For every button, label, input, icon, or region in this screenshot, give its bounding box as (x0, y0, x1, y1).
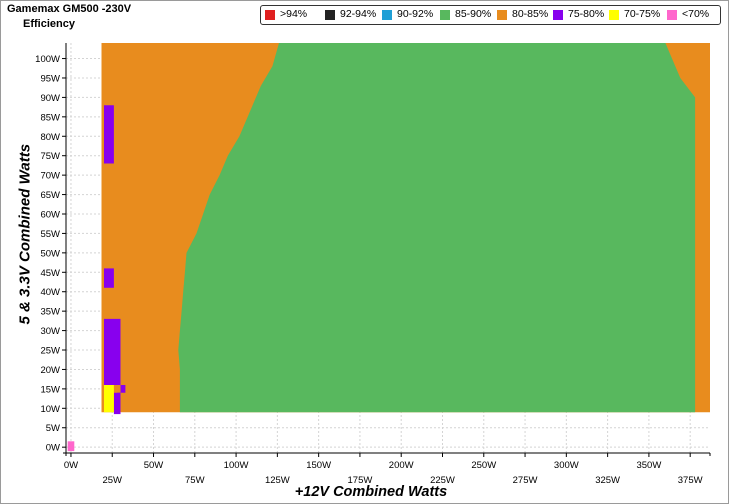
region-75-80-4 (104, 318, 126, 405)
x-tick-label: 50W (144, 460, 164, 471)
legend-label: 92-94% (340, 8, 377, 20)
y-tick-label: 25W (40, 346, 60, 357)
y-tick-label: 85W (40, 112, 60, 123)
y-tick-label: 55W (40, 229, 60, 240)
y-tick-label: 5W (46, 423, 60, 434)
legend-swatch (440, 10, 450, 20)
region-70-7 (67, 441, 75, 452)
y-tick-label: 95W (40, 73, 60, 84)
x-tick-label: 0W (64, 460, 78, 471)
x-tick-label: 225W (430, 475, 455, 486)
x-axis-label: +12V Combined Watts (294, 484, 448, 500)
y-tick-label: 65W (40, 190, 60, 201)
y-tick-labels: 0W 5W 10W 15W 20W 25W 30W 35W 40W 45W 50W 55W 60W 65W… (35, 54, 60, 454)
x-tick-label: 275W (513, 475, 538, 486)
y-tick-label: 10W (40, 404, 60, 415)
y-tick-label: 75W (40, 151, 60, 162)
region-layer (67, 43, 710, 452)
legend-swatch (382, 10, 392, 20)
chart-subtitle: Efficiency (23, 18, 75, 30)
y-tick-label: 15W (40, 384, 60, 395)
chart-title: Gamemax GM500 -230V (7, 3, 132, 15)
y-tick-label: 70W (40, 171, 60, 182)
legend-swatch (609, 10, 619, 20)
legend-label: >94% (280, 8, 308, 20)
legend-label: <70% (682, 8, 710, 20)
x-tick-label: 350W (636, 460, 661, 471)
x-tick-label: 100W (224, 460, 249, 471)
x-tick-labels: 0W 25W 50W 75W 100W 125W 150W 175W 200W 225W 250W 2… (64, 460, 703, 486)
x-tick-label: 375W (678, 475, 703, 486)
y-tick-label: 80W (40, 132, 60, 143)
y-tick-label: 100W (35, 54, 60, 65)
legend-label: 85-90% (455, 8, 492, 20)
legend-label: 80-85% (512, 8, 549, 20)
x-tick-label: 75W (185, 475, 205, 486)
x-tick-label: 200W (389, 460, 414, 471)
y-tick-label: 90W (40, 93, 60, 104)
region-75-80-2 (104, 105, 114, 164)
y-tick-label: 45W (40, 268, 60, 279)
legend-swatch (325, 10, 335, 20)
region-75-80-3 (104, 268, 114, 288)
legend-swatch (497, 10, 507, 20)
x-tick-label: 300W (554, 460, 579, 471)
y-tick-label: 40W (40, 287, 60, 298)
y-tick-label: 50W (40, 248, 60, 259)
legend-label: 70-75% (624, 8, 661, 20)
legend-swatch (667, 10, 677, 20)
legend-label: 90-92% (397, 8, 434, 20)
y-axis-label: 5 & 3.3V Combined Watts (16, 143, 34, 325)
y-tick-label: 60W (40, 209, 60, 220)
legend-swatch (553, 10, 563, 20)
x-tick-label: 175W (348, 475, 373, 486)
region-70-75-6 (104, 385, 114, 413)
y-tick-label: 30W (40, 326, 60, 337)
y-tick-label: 0W (46, 443, 60, 454)
region-75-80-5 (113, 392, 121, 415)
x-tick-label: 250W (471, 460, 496, 471)
legend-swatch (265, 10, 275, 20)
x-tick-label: 25W (102, 475, 122, 486)
region-85-90-1 (178, 43, 696, 413)
x-tick-label: 150W (306, 460, 331, 471)
y-tick-label: 35W (40, 307, 60, 318)
axis-layer (62, 43, 711, 457)
legend-label: 75-80% (568, 8, 605, 20)
legend: >94% 92-94% 90-92% 85-90% 80-85% 75-80% … (260, 5, 721, 25)
x-tick-label: 125W (265, 475, 290, 486)
x-tick-label: 325W (595, 475, 620, 486)
y-tick-label: 20W (40, 365, 60, 376)
